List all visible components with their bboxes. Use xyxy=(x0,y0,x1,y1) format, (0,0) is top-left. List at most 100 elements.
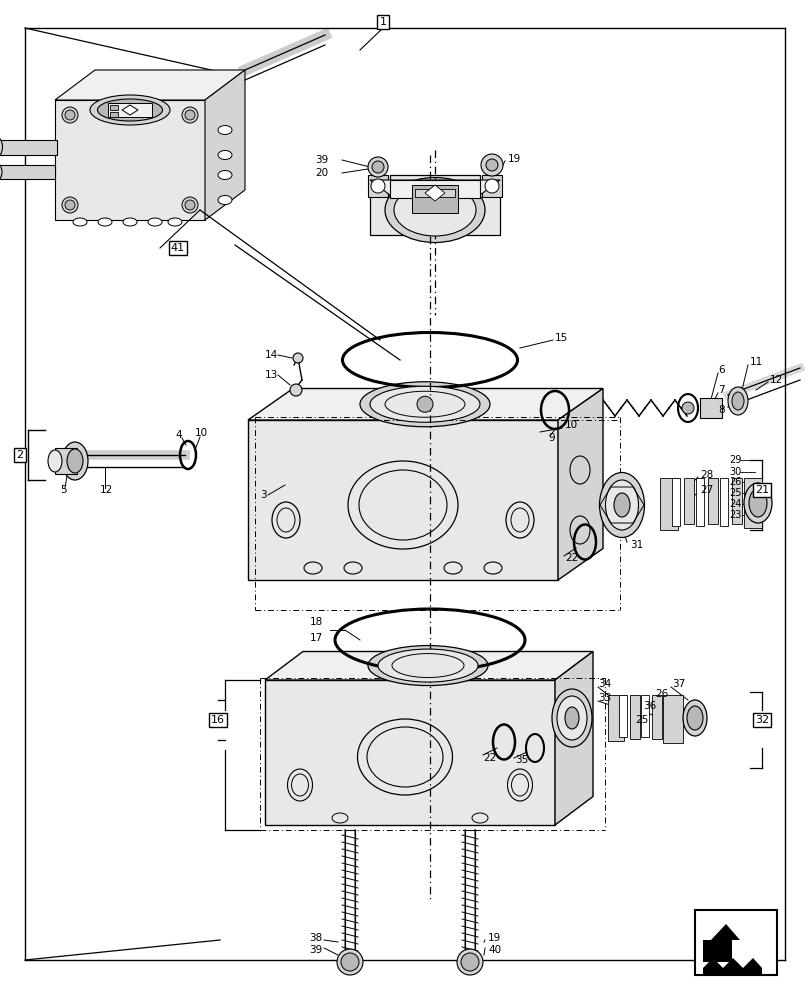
Circle shape xyxy=(371,161,384,173)
Polygon shape xyxy=(55,70,245,100)
Bar xyxy=(411,185,457,213)
Text: 18: 18 xyxy=(310,617,323,627)
Circle shape xyxy=(371,179,384,193)
Ellipse shape xyxy=(0,162,2,182)
Bar xyxy=(731,478,741,524)
Bar xyxy=(109,112,118,117)
Text: 39: 39 xyxy=(308,945,322,955)
Text: 41: 41 xyxy=(171,243,185,253)
Text: 34: 34 xyxy=(597,679,611,689)
Polygon shape xyxy=(702,924,739,962)
Text: 35: 35 xyxy=(514,755,528,765)
Polygon shape xyxy=(424,185,444,201)
Text: 20: 20 xyxy=(315,168,328,178)
Ellipse shape xyxy=(98,218,112,226)
Circle shape xyxy=(185,110,195,120)
Text: 13: 13 xyxy=(264,370,278,380)
Ellipse shape xyxy=(217,196,232,205)
Text: 33: 33 xyxy=(597,693,611,703)
Bar xyxy=(367,175,388,197)
Ellipse shape xyxy=(62,442,88,480)
Circle shape xyxy=(182,107,198,123)
Circle shape xyxy=(185,200,195,210)
Text: 14: 14 xyxy=(264,350,278,360)
Text: 31: 31 xyxy=(629,540,642,550)
Bar xyxy=(618,695,626,737)
Polygon shape xyxy=(554,652,592,825)
Bar xyxy=(699,398,721,418)
Text: 8: 8 xyxy=(717,405,723,415)
Ellipse shape xyxy=(97,99,162,121)
Ellipse shape xyxy=(367,646,487,686)
Polygon shape xyxy=(55,100,204,220)
Polygon shape xyxy=(264,652,592,680)
Text: 17: 17 xyxy=(310,633,323,643)
Ellipse shape xyxy=(727,387,747,415)
Text: 10: 10 xyxy=(195,428,208,438)
Ellipse shape xyxy=(731,392,743,410)
Ellipse shape xyxy=(122,218,137,226)
Circle shape xyxy=(65,110,75,120)
Ellipse shape xyxy=(384,178,484,242)
Text: 4: 4 xyxy=(175,430,182,440)
Circle shape xyxy=(461,953,478,971)
Ellipse shape xyxy=(393,184,475,236)
Ellipse shape xyxy=(48,450,62,472)
Bar xyxy=(695,478,703,526)
Ellipse shape xyxy=(217,171,232,180)
Circle shape xyxy=(341,953,358,971)
Text: 10: 10 xyxy=(564,420,577,430)
Ellipse shape xyxy=(605,480,637,530)
Ellipse shape xyxy=(748,489,766,517)
Circle shape xyxy=(62,107,78,123)
Bar xyxy=(0,165,55,179)
Polygon shape xyxy=(204,70,245,220)
Bar xyxy=(482,175,501,197)
Bar xyxy=(109,105,118,110)
Circle shape xyxy=(62,197,78,213)
Text: 26: 26 xyxy=(729,477,741,487)
Ellipse shape xyxy=(378,649,478,682)
Polygon shape xyxy=(370,175,500,235)
Text: 25: 25 xyxy=(634,715,647,725)
Polygon shape xyxy=(247,420,557,580)
Bar xyxy=(743,478,761,528)
Ellipse shape xyxy=(613,493,629,517)
Polygon shape xyxy=(264,680,554,825)
Bar xyxy=(436,189,454,197)
Ellipse shape xyxy=(73,218,87,226)
Text: 22: 22 xyxy=(483,753,496,763)
Text: 16: 16 xyxy=(211,715,225,725)
Ellipse shape xyxy=(370,386,479,422)
Polygon shape xyxy=(122,105,138,115)
Bar xyxy=(108,103,152,117)
Text: 19: 19 xyxy=(508,154,521,164)
Bar xyxy=(629,695,639,739)
Text: 7: 7 xyxy=(717,385,723,395)
Text: 9: 9 xyxy=(547,433,554,443)
Text: 11: 11 xyxy=(749,357,762,367)
Text: 32: 32 xyxy=(754,715,768,725)
Text: 19: 19 xyxy=(487,933,500,943)
Bar xyxy=(663,695,682,743)
Circle shape xyxy=(290,384,302,396)
Text: 38: 38 xyxy=(308,933,322,943)
Ellipse shape xyxy=(217,151,232,160)
Text: 1: 1 xyxy=(379,17,386,27)
Text: 39: 39 xyxy=(315,155,328,165)
Text: 25: 25 xyxy=(728,488,741,498)
Ellipse shape xyxy=(90,95,169,125)
Circle shape xyxy=(337,949,363,975)
Bar xyxy=(719,478,727,526)
Bar xyxy=(683,478,693,524)
Circle shape xyxy=(457,949,483,975)
Ellipse shape xyxy=(743,483,771,523)
Text: 29: 29 xyxy=(729,455,741,465)
Bar xyxy=(694,910,776,975)
Bar xyxy=(651,695,661,739)
Text: 22: 22 xyxy=(564,553,577,563)
Ellipse shape xyxy=(0,136,2,158)
Ellipse shape xyxy=(67,449,83,473)
Ellipse shape xyxy=(599,473,644,538)
Text: 40: 40 xyxy=(487,945,500,955)
